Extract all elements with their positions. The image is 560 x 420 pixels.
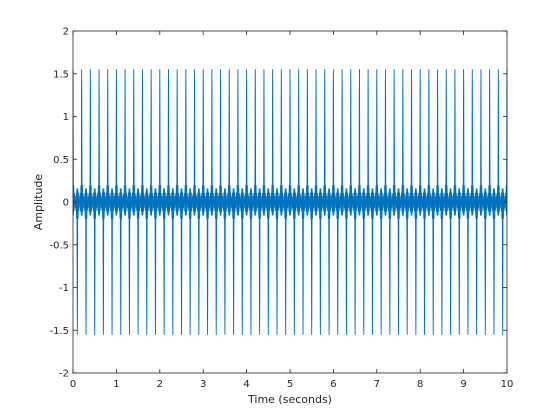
y-tick-label: 0.5 [53, 155, 69, 166]
y-axis-title: Amplitude [32, 174, 45, 231]
x-tick-label: 8 [417, 379, 423, 390]
x-tick-label: 2 [157, 379, 163, 390]
x-axis-title: Time (seconds) [247, 393, 332, 406]
y-tick-label: 0 [63, 198, 69, 209]
x-tick-label: 3 [200, 379, 206, 390]
y-tick-label: 2 [63, 27, 69, 38]
y-tick-label: -1 [59, 283, 69, 294]
x-tick-label: 0 [70, 379, 76, 390]
y-tick-label: 1.5 [53, 69, 69, 80]
y-axis: 2 1.5 1 0.5 0 -0.5 -1 -1.5 -2 [49, 27, 507, 380]
x-tick-label: 9 [460, 379, 466, 390]
signal-series-line [72, 69, 508, 335]
y-tick-label: -2 [59, 369, 69, 380]
y-tick-label: -0.5 [49, 240, 69, 251]
x-tick-label: 10 [501, 379, 514, 390]
x-axis: 0 1 2 3 4 5 6 7 8 9 10 [70, 31, 514, 390]
x-tick-label: 5 [287, 379, 293, 390]
x-tick-label: 4 [243, 379, 249, 390]
y-tick-label: -1.5 [49, 326, 69, 337]
x-tick-label: 6 [330, 379, 336, 390]
series-layer [72, 69, 508, 335]
y-tick-label: 1 [63, 112, 69, 123]
x-tick-label: 1 [113, 379, 119, 390]
x-tick-label: 7 [374, 379, 380, 390]
